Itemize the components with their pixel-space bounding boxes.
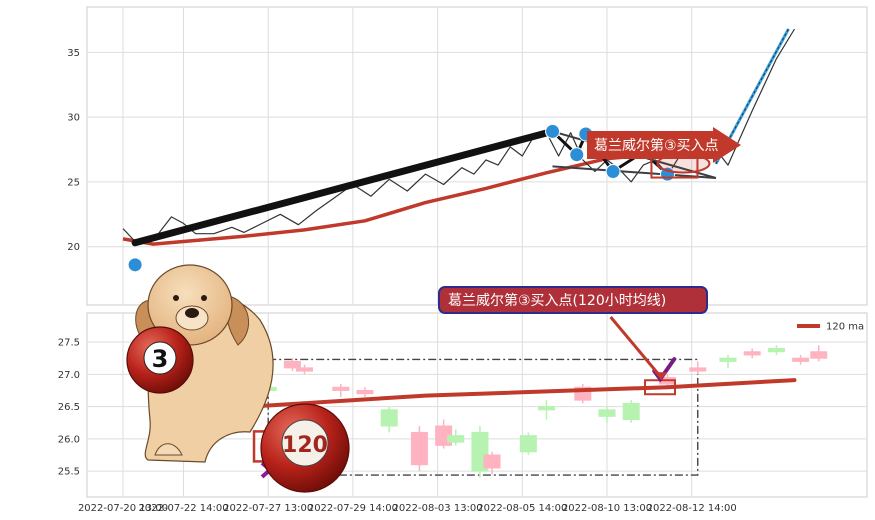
candle-body (410, 431, 428, 466)
bottom-callout-box (438, 286, 708, 314)
candle-body (356, 389, 374, 395)
ball-120-label: 120 (282, 433, 328, 458)
x-tick-label: 2022-07-29 14:00 (308, 503, 398, 514)
bottom-ma120-line (226, 378, 797, 410)
bottom-y-tick-label: 26.0 (58, 434, 80, 445)
bottom-arrow-head (655, 372, 668, 381)
candle-body (792, 357, 810, 362)
top-pivot-point (127, 257, 143, 273)
top-callout: 葛兰威尔第③买入点 (587, 127, 741, 163)
candle-body (332, 386, 350, 391)
x-tick-label: 2022-08-03 13:00 (393, 503, 483, 514)
bottom-panel-y-axis: 25.5 26.0 26.5 27.0 27.5 (58, 338, 80, 478)
legend-label-120ma: 120 ma (826, 322, 864, 333)
candle-body (719, 357, 737, 362)
candle-body (689, 367, 707, 372)
top-y-tick-label: 35 (67, 48, 80, 59)
candle-body (296, 367, 313, 372)
ball-3-badge: 3 (126, 326, 194, 394)
top-pivot-point (545, 123, 561, 139)
x-tick-label: 2022-08-10 13:00 (562, 503, 652, 514)
candle-body (519, 435, 537, 453)
top-pivot-points (127, 123, 675, 273)
top-y-tick-label: 30 (67, 113, 80, 124)
x-tick-label: 2022-07-22 14:00 (138, 503, 228, 514)
bottom-y-tick-label: 27.5 (58, 338, 80, 349)
bottom-ma120-path (226, 378, 797, 410)
top-y-tick-label: 25 (67, 177, 80, 188)
top-callout-arrow (587, 127, 741, 163)
x-tick-label: 2022-07-27 13:00 (223, 503, 313, 514)
top-pivot-point (569, 147, 585, 163)
top-panel-frame (86, 6, 868, 306)
candle-body (622, 402, 640, 421)
ball-120-badge: 120 (260, 403, 350, 493)
top-panel-y-axis: 20 25 30 35 (67, 48, 80, 253)
top-callout-label: 葛兰威尔第③买入点 (594, 137, 719, 154)
bottom-y-tick-label: 25.5 (58, 467, 80, 478)
x-tick-label: 2022-07-20 13:00 (78, 503, 168, 514)
bottom-y-tick-label: 26.5 (58, 402, 80, 413)
bottom-callout-label: 葛兰威尔第③买入点(120小时均线) (448, 292, 666, 309)
candle-body (483, 454, 501, 469)
bottom-candles (235, 345, 828, 478)
candle-body (767, 348, 785, 353)
legend: 120 ma (797, 322, 864, 333)
x-tick-label: 2022-08-12 14:00 (647, 503, 737, 514)
ball-3-label: 3 (152, 345, 169, 373)
bottom-consolidation-box (267, 358, 699, 476)
candle-body (598, 409, 616, 417)
bottom-arrow-shaft (609, 316, 663, 379)
candle-body (283, 360, 301, 369)
dog-illustration (135, 264, 274, 463)
top-triangle-lower (552, 165, 716, 179)
top-pivot-point (605, 164, 621, 180)
x-tick-label: 2022-08-05 14:00 (477, 503, 567, 514)
candle-body (447, 435, 465, 443)
bottom-y-tick-label: 27.0 (58, 370, 80, 381)
candle-body (743, 351, 761, 356)
candle-body (380, 409, 398, 427)
top-y-tick-label: 20 (67, 242, 80, 253)
candle-body (810, 351, 828, 359)
candle-body (538, 406, 555, 411)
top-uptrend-line (131, 127, 556, 247)
bottom-range-box (267, 358, 699, 476)
bottom-callout: 葛兰威尔第③买入点(120小时均线) (438, 286, 708, 314)
